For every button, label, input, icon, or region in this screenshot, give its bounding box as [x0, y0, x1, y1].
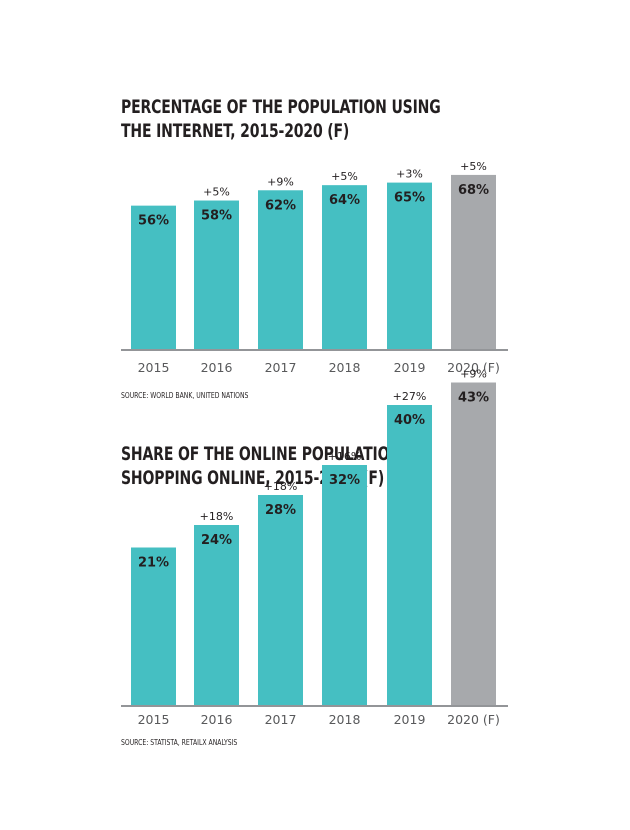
bar: [258, 495, 303, 705]
x-tick-label: 2015: [138, 360, 170, 375]
bar-change-label: +18%: [200, 510, 234, 523]
bar-change-label: +3%: [396, 168, 423, 181]
bar-value-label: 58%: [201, 209, 232, 224]
bar-value-label: 32%: [329, 473, 360, 488]
bar: [322, 465, 367, 705]
x-tick-label: 2016: [201, 360, 233, 375]
bar: [131, 547, 176, 705]
x-tick-label: 2019: [394, 712, 426, 727]
x-tick-label: 2018: [329, 712, 361, 727]
x-tick-label: 2015: [138, 712, 170, 727]
bar-change-label: +5%: [203, 186, 230, 199]
bar: [387, 182, 432, 349]
bar-chart-internet-usage: 56% 2015 58% +5% 2016 62% +9% 2017 64% +5% 2018 65%…: [121, 160, 508, 375]
bar: [258, 190, 303, 349]
chart-title-line-1: PERCENTAGE OF THE POPULATION USING: [121, 96, 441, 118]
bar-value-label: 65%: [394, 191, 425, 206]
bar-change-label: +16%: [328, 450, 362, 463]
bar: [194, 525, 239, 705]
chart-source: SOURCE: STATISTA, RETAILX ANALYSIS: [121, 738, 238, 747]
chart-title-line-2: THE INTERNET, 2015-2020 (F): [121, 120, 350, 142]
bar: [451, 382, 496, 705]
x-tick-label: 2016: [201, 712, 233, 727]
bar: [131, 205, 176, 349]
bar-value-label: 24%: [201, 533, 232, 548]
chart-source: SOURCE: WORLD BANK, UNITED NATIONS: [121, 391, 249, 400]
bar-value-label: 64%: [329, 193, 360, 208]
bar-value-label: 62%: [265, 198, 296, 213]
bar: [322, 185, 367, 349]
bar-value-label: 68%: [458, 183, 489, 198]
bar-value-label: 56%: [138, 214, 169, 229]
x-tick-label: 2017: [265, 360, 297, 375]
bar-value-label: 21%: [138, 556, 169, 571]
bar-change-label: +5%: [331, 170, 358, 183]
bar-change-label: +5%: [460, 160, 487, 173]
chart-title: PERCENTAGE OF THE POPULATION USING THE I…: [121, 95, 441, 143]
bar-value-label: 28%: [265, 503, 296, 518]
bar-change-label: +9%: [267, 175, 294, 188]
bar: [387, 405, 432, 705]
chart-title-line-1: SHARE OF THE ONLINE POPULATION: [121, 443, 401, 465]
bar-change-label: +18%: [264, 480, 298, 493]
bar-value-label: 40%: [394, 413, 425, 428]
bar-change-label: +27%: [393, 390, 427, 403]
chart-title-line-2: SHOPPING ONLINE, 2015-2020 (F): [121, 467, 385, 489]
bar: [451, 174, 496, 349]
x-tick-label: 2018: [329, 360, 361, 375]
bar-chart-online-shopping: 21% 2015 24% +18% 2016 28% +18% 2017 32% +16% 2018…: [121, 368, 508, 727]
bar-value-label: 43%: [458, 391, 489, 406]
chart-title: SHARE OF THE ONLINE POPULATION SHOPPING …: [121, 442, 401, 490]
bar: [194, 200, 239, 349]
x-tick-label: 2017: [265, 712, 297, 727]
x-tick-label: 2019: [394, 360, 426, 375]
bar-change-label: +9%: [460, 368, 487, 381]
x-tick-label: 2020 (F): [447, 712, 500, 727]
x-tick-label: 2020 (F): [447, 360, 500, 375]
